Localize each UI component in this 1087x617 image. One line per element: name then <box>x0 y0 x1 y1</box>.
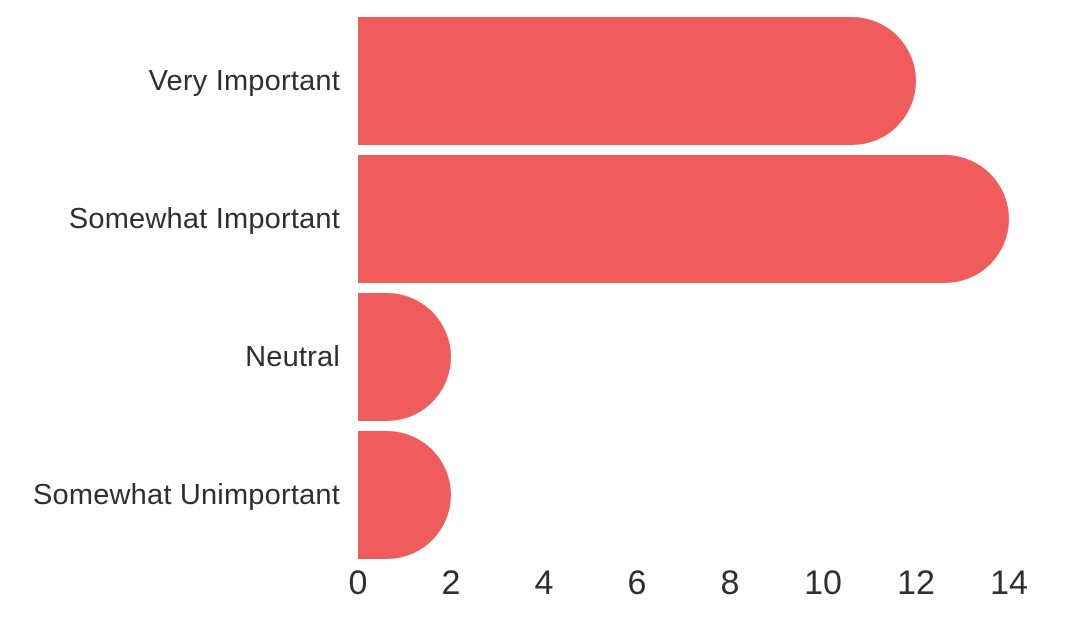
chart-row: Somewhat Important <box>0 150 1087 288</box>
category-label: Somewhat Unimportant <box>32 478 340 511</box>
category-label: Somewhat Important <box>68 202 340 235</box>
chart-rows: Very Important Somewhat Important Neutra… <box>0 12 1087 564</box>
x-axis-tick-label: 6 <box>627 564 647 602</box>
category-label: Neutral <box>245 340 340 373</box>
bar-track <box>358 431 1087 559</box>
bar-track <box>358 155 1087 283</box>
x-axis-tick-label: 4 <box>534 564 554 602</box>
bar-track <box>358 293 1087 421</box>
bar <box>358 17 916 145</box>
chart-row: Neutral <box>0 288 1087 426</box>
x-axis-tick-label: 2 <box>441 564 461 602</box>
bar <box>358 155 1009 283</box>
bar-track <box>358 17 1087 145</box>
x-axis: 0 2 4 6 8 10 12 14 <box>349 564 1087 612</box>
x-axis-tick-label: 10 <box>804 564 842 602</box>
bar <box>358 293 451 421</box>
x-axis-tick-label: 14 <box>990 564 1028 602</box>
chart-row: Somewhat Unimportant <box>0 426 1087 564</box>
bar <box>358 431 451 559</box>
chart-row: Very Important <box>0 12 1087 150</box>
category-label: Very Important <box>148 64 340 97</box>
x-axis-tick-label: 12 <box>897 564 935 602</box>
x-axis-tick-label: 8 <box>720 564 740 602</box>
x-axis-tick-label: 0 <box>348 564 368 602</box>
